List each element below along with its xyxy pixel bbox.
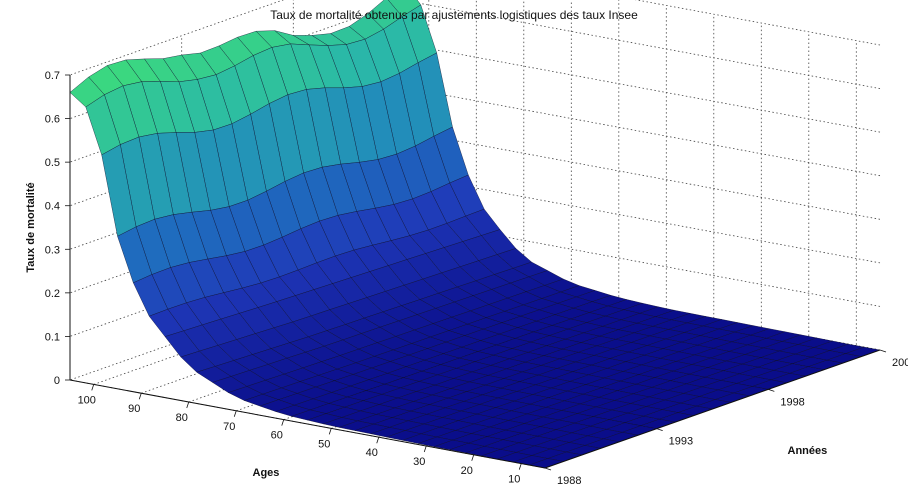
age-tick-label: 50 bbox=[318, 438, 330, 450]
age-tick-label: 20 bbox=[461, 465, 473, 477]
age-axis-line bbox=[69, 379, 546, 469]
age-tick bbox=[233, 410, 237, 417]
year-tick-label: 1988 bbox=[557, 475, 581, 487]
age-axis-title: Ages bbox=[253, 467, 280, 479]
z-gridline bbox=[69, 43, 881, 163]
age-tick-label: 30 bbox=[413, 456, 425, 468]
year-tick bbox=[544, 467, 552, 471]
year-tick-label: 1993 bbox=[669, 436, 693, 448]
z-tick-label: 0.6 bbox=[45, 114, 60, 126]
age-tick bbox=[138, 393, 142, 400]
age-tick bbox=[376, 437, 380, 444]
z-gridline bbox=[69, 217, 881, 337]
z-gridline bbox=[69, 0, 881, 76]
age-tick bbox=[471, 454, 475, 461]
z-tick-label: 0.4 bbox=[45, 201, 60, 213]
age-tick-label: 100 bbox=[78, 394, 96, 406]
age-tick-label: 80 bbox=[176, 412, 188, 424]
z-axis-title: Taux de mortalité bbox=[25, 182, 37, 272]
z-gridline bbox=[69, 174, 881, 294]
age-tick bbox=[281, 419, 285, 426]
z-tick-label: 0 bbox=[54, 375, 60, 387]
z-tick-label: 0.7 bbox=[45, 70, 60, 82]
age-tick-label: 90 bbox=[128, 403, 140, 415]
year-axis-line bbox=[544, 349, 881, 469]
age-tick bbox=[91, 384, 95, 391]
z-gridline bbox=[69, 87, 881, 207]
age-tick bbox=[518, 463, 522, 470]
z-tick-label: 0.3 bbox=[45, 244, 60, 256]
age-tick-label: 40 bbox=[366, 447, 378, 459]
age-tick-label: 70 bbox=[223, 421, 235, 433]
z-gridline bbox=[69, 130, 881, 250]
year-tick bbox=[768, 388, 775, 392]
z-gridline bbox=[69, 0, 881, 119]
z-tick-label: 0.5 bbox=[45, 157, 60, 169]
year-tick bbox=[656, 428, 663, 432]
year-axis-title: Années bbox=[788, 445, 828, 457]
year-tick-label: 1998 bbox=[780, 396, 804, 408]
age-tick bbox=[328, 428, 332, 435]
year-tick bbox=[879, 349, 887, 353]
year-tick-label: 2003 bbox=[892, 357, 908, 369]
age-tick bbox=[186, 401, 190, 409]
chart-title: Taux de mortalité obtenus par ajustement… bbox=[270, 8, 638, 22]
age-tick bbox=[423, 445, 427, 453]
age-tick-label: 60 bbox=[271, 430, 283, 442]
z-tick-label: 0.1 bbox=[45, 331, 60, 343]
age-tick-label: 10 bbox=[508, 474, 520, 486]
z-tick-label: 0.2 bbox=[45, 288, 60, 300]
